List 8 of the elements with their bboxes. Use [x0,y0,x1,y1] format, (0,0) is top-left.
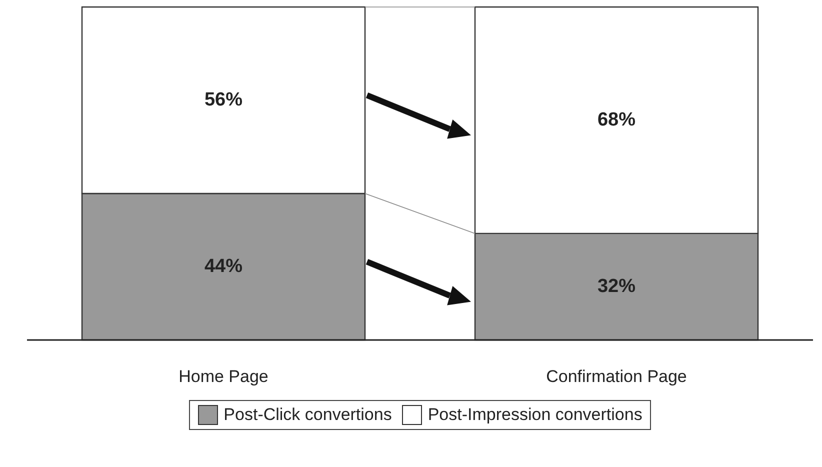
data-label: 56% [204,90,243,111]
data-label: 32% [597,276,636,298]
legend-label: Post-Impression convertions [428,405,642,425]
legend-label: Post-Click convertions [224,405,392,425]
x-tick-label: Home Page [178,367,268,386]
data-label: 44% [204,256,243,278]
x-tick-label: Confirmation Page [546,367,687,386]
data-label: 68% [597,110,636,131]
